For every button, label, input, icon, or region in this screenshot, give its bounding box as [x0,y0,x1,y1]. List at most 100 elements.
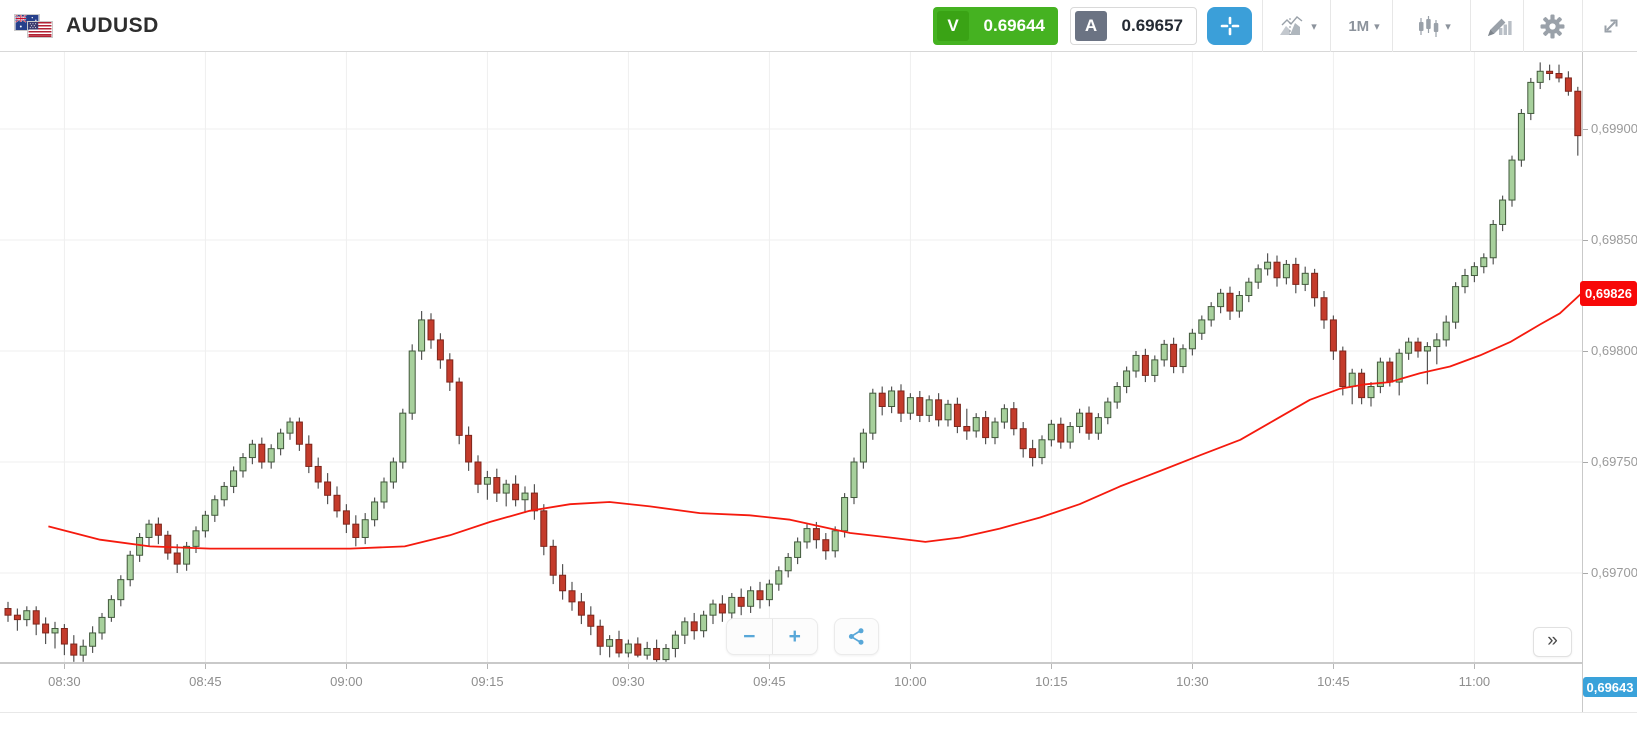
candle-up [1245,281,1253,296]
candle-down [164,534,172,554]
candle-up [1104,401,1112,419]
candle-down [258,443,266,463]
candle-down [342,510,350,525]
time-axis[interactable]: 08:30 08:45 09:00 09:15 09:30 09:45 10:00 10:15… [0,662,1582,712]
candle-up [671,634,679,649]
time-tick [628,664,630,669]
candle-up [1264,261,1272,270]
candle-up [502,483,510,494]
candle-down [295,421,303,445]
candle-down [512,483,520,501]
candle-down [1273,261,1281,279]
candle-down [1019,428,1027,450]
candle-down [1320,297,1328,321]
fullscreen-button[interactable] [1588,0,1634,52]
candle-up [944,403,952,421]
crosshair-icon [1220,16,1239,36]
candle-up [361,519,369,538]
candle-up [765,583,773,601]
candle-up [1376,361,1384,388]
time-tick [487,664,489,669]
timeframe-button[interactable]: 1M ▾ [1336,0,1392,52]
candle-down [577,601,585,616]
buy-button[interactable]: A 0.69657 [1070,7,1197,45]
candle-up [1151,359,1159,376]
time-tick [910,664,912,669]
candle-up [831,530,839,552]
candle-down [60,628,68,645]
candlestick-chart[interactable] [0,52,1582,662]
zoom-controls: − + [726,618,818,655]
chevron-down-icon: ▾ [1311,20,1317,33]
candle-down [559,574,567,592]
candle-up [107,599,115,618]
price-tick [1583,573,1588,574]
candle-down [465,434,473,463]
crosshair-tool-button[interactable] [1207,7,1252,45]
candle-up [201,514,209,532]
candle-down [70,643,78,656]
chevron-down-icon: ▾ [1445,20,1451,33]
candle-up [784,556,792,572]
price-axis-label: 0,69700 [1591,565,1637,580]
chart-type-button[interactable]: ▾ [1268,0,1328,52]
candle-up [145,523,153,538]
instrument-flags [14,14,58,40]
drawing-tools-button[interactable] [1476,0,1522,52]
candle-down [897,390,905,414]
candle-up [747,590,755,607]
candle-up [1198,319,1206,334]
candle-down [568,590,576,603]
candle-down [596,625,604,647]
candle-down [935,399,943,421]
zoom-out-button[interactable]: − [727,619,773,654]
candle-up [728,596,736,614]
toolbar-separator [1392,0,1393,52]
zoom-in-button[interactable]: + [773,619,818,654]
candle-up [888,390,896,407]
candle-up [1527,81,1535,114]
candle-up [1536,70,1544,83]
candle-up [859,432,867,463]
share-button[interactable] [834,618,879,655]
candle-down [352,523,360,538]
candle-up [286,421,294,434]
candle-up [803,528,811,543]
candle-up [700,614,708,632]
candle-up [972,417,980,432]
sell-button[interactable]: V 0.69644 [933,7,1058,45]
candle-down [455,381,463,436]
candle-down [1339,350,1347,388]
price-tick [1583,240,1588,241]
candle-up [1000,408,1008,423]
candle-down [963,425,971,432]
candle-up [1508,159,1516,201]
price-axis[interactable]: 0,69900 0,69850 0,69800 0,69750 0,69700 [1582,52,1637,712]
time-axis-label: 08:45 [189,674,222,689]
candle-down [427,319,435,341]
candle-style-button[interactable]: ▾ [1398,0,1470,52]
collapse-panel-button[interactable]: » [1533,627,1572,657]
candle-up [643,647,651,656]
candle-down [530,492,538,512]
candle-up [906,397,914,414]
candle-down [615,639,623,654]
candle-up [1254,268,1262,283]
time-tick [1333,664,1335,669]
candle-up [239,457,247,472]
time-tick [1474,664,1476,669]
time-tick [1192,664,1194,669]
candle-down [1010,408,1018,430]
candle-up [1489,223,1497,259]
candle-up [126,554,134,581]
time-tick [1051,664,1053,669]
sell-badge: V [937,11,969,41]
candle-down [1574,90,1582,137]
time-axis-label: 09:15 [471,674,504,689]
instrument-symbol: AUDUSD [66,14,159,37]
price-axis-label: 0,69900 [1591,121,1637,136]
settings-button[interactable] [1529,0,1575,52]
candle-up [483,477,491,485]
candle-up [136,536,144,556]
candle-up [211,499,219,516]
